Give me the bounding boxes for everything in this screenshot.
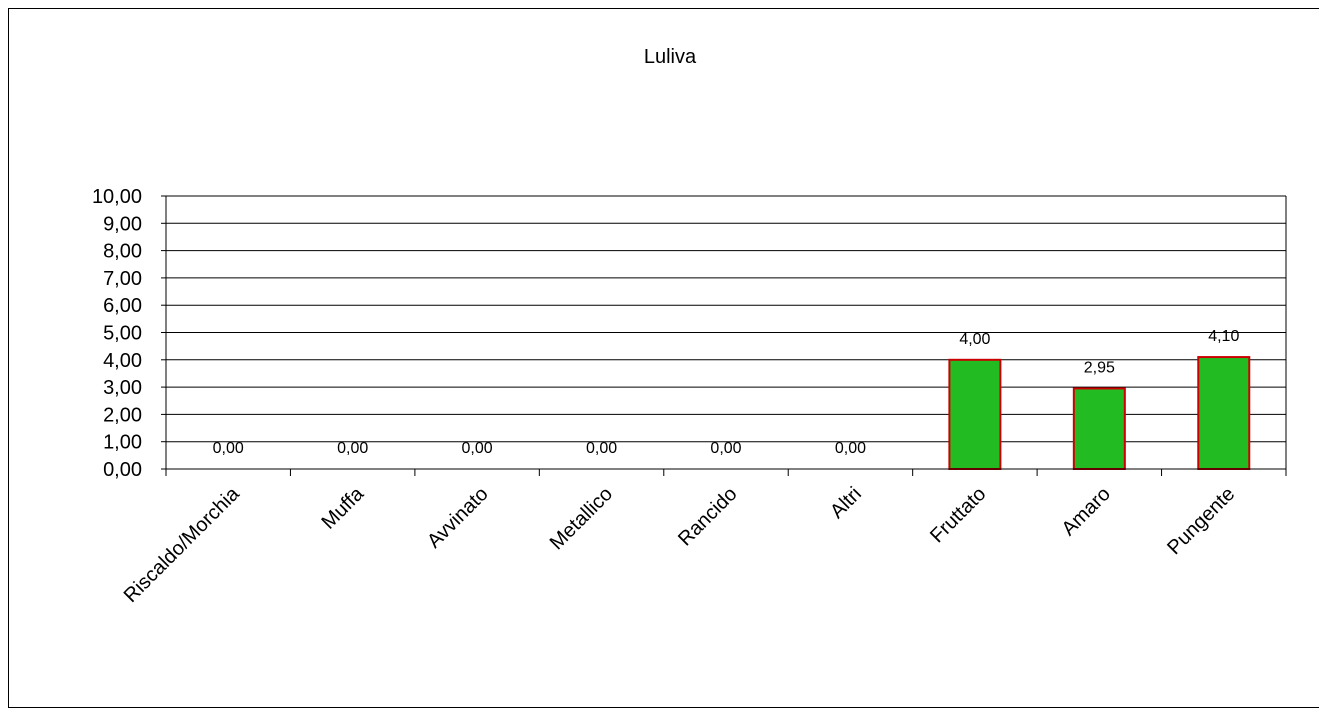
y-axis-ticks: 0,00 1,00 2,00 3,00 4,00 5,00 6,00 7,00 8,00 9,00… xyxy=(92,186,166,481)
y-tick-label: 8,00 xyxy=(103,241,142,263)
axes xyxy=(165,196,1287,470)
y-tick-label: 2,00 xyxy=(103,404,142,426)
chart-frame xyxy=(8,8,1319,708)
y-tick-label: 1,00 xyxy=(103,432,142,454)
x-tick-label: Fruttato xyxy=(926,483,990,547)
data-label: 4,00 xyxy=(959,331,990,348)
data-label: 4,10 xyxy=(1208,328,1239,345)
data-label: 0,00 xyxy=(337,440,368,457)
x-tick-label: Riscaldo/Morchia xyxy=(120,482,245,607)
x-tick-label: Altri xyxy=(826,483,866,523)
data-labels: 0,00 0,00 0,00 0,00 0,00 0,00 4,00 2,95 4,10 xyxy=(213,328,1240,457)
y-tick-label: 5,00 xyxy=(103,323,142,345)
gridlines xyxy=(166,195,1286,443)
data-label: 0,00 xyxy=(213,440,244,457)
x-tick-label: Amaro xyxy=(1058,483,1115,540)
y-tick-label: 9,00 xyxy=(103,213,142,235)
data-label: 0,00 xyxy=(835,440,866,457)
y-tick-label: 0,00 xyxy=(103,459,142,481)
y-tick-label: 6,00 xyxy=(103,295,142,317)
bar xyxy=(1197,356,1251,471)
x-tick-label: Muffa xyxy=(318,482,369,533)
x-tick-label: Pungente xyxy=(1163,483,1239,559)
bar xyxy=(1072,387,1126,470)
bar xyxy=(948,358,1002,470)
data-label: 0,00 xyxy=(462,440,493,457)
y-tick-label: 10,00 xyxy=(92,186,142,208)
y-tick-label: 7,00 xyxy=(103,268,142,290)
chart-title: Luliva xyxy=(644,46,697,68)
data-label: 0,00 xyxy=(710,440,741,457)
data-label: 2,95 xyxy=(1084,359,1115,376)
y-tick-label: 4,00 xyxy=(103,350,142,372)
x-axis-ticks: Riscaldo/Morchia Muffa Avvinato Metallico Ra… xyxy=(120,469,1287,607)
x-tick-label: Avvinato xyxy=(423,483,493,553)
data-label: 0,00 xyxy=(586,440,617,457)
x-tick-label: Metallico xyxy=(546,483,617,554)
x-tick-label: Rancido xyxy=(674,483,741,550)
y-tick-label: 3,00 xyxy=(103,377,142,399)
